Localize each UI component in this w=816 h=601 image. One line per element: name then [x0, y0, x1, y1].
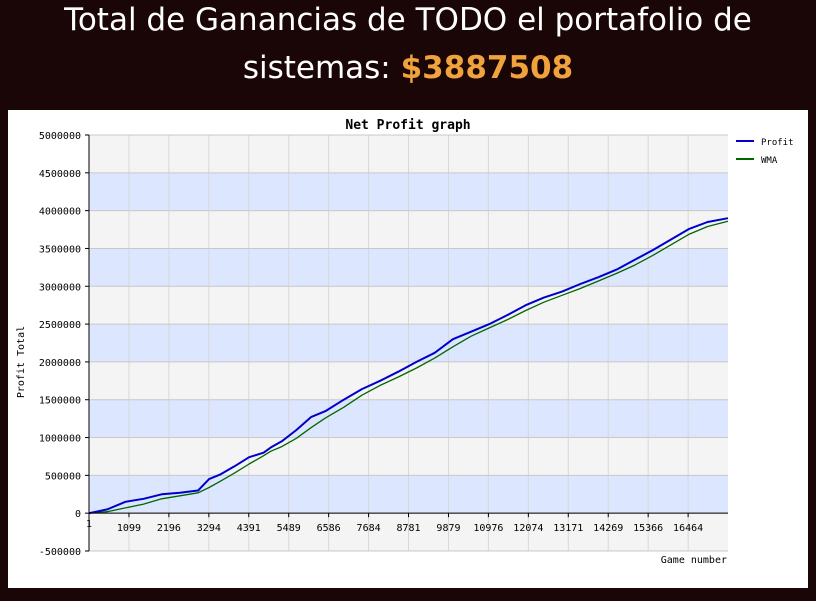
- y-tick-label: -500000: [39, 547, 81, 558]
- x-tick-label: 5489: [277, 523, 301, 534]
- series-line-profit: [88, 217, 729, 515]
- y-tick-label: 3500000: [39, 244, 81, 255]
- y-axis-label: Profit Total: [16, 326, 27, 398]
- x-tick-label: 14269: [593, 523, 623, 534]
- x-tick-label: 1099: [117, 523, 141, 534]
- total-profit-amount: $3887508: [400, 50, 574, 86]
- x-tick-label: 10976: [473, 523, 503, 534]
- x-tick-label: 8781: [396, 523, 420, 534]
- y-tick-label: 4000000: [39, 207, 81, 218]
- x-tick-label: 1: [86, 519, 92, 530]
- chart-legend: Profit WMA: [736, 138, 794, 166]
- y-tick-label: 1000000: [39, 434, 81, 445]
- title-line-2: sistemas: $3887508: [0, 45, 816, 91]
- page-header: Total de Ganancias de TODO el portafolio…: [0, 0, 816, 108]
- x-tick-label: 16464: [673, 523, 703, 534]
- y-tick-label: 2000000: [39, 358, 81, 369]
- chart-panel: 5000000 4500000 4000000 3500000 3000000 25000…: [8, 110, 808, 588]
- series-line-wma: [88, 220, 729, 514]
- x-tick-label: 3294: [197, 523, 221, 534]
- y-tick-label: 5000000: [39, 131, 81, 142]
- legend-label-wma: WMA: [761, 156, 778, 166]
- y-tick-label: 0: [75, 509, 81, 520]
- x-tick-label: 6586: [317, 523, 341, 534]
- y-tick-label: 1500000: [39, 396, 81, 407]
- y-tick-label: 4500000: [39, 169, 81, 180]
- y-tick-label: 3000000: [39, 282, 81, 293]
- y-tick-label: 500000: [45, 471, 81, 482]
- x-axis-label: Game number: [661, 555, 727, 566]
- x-tick-label: 13171: [553, 523, 583, 534]
- y-tick-label: 2500000: [39, 320, 81, 331]
- x-tick-label: 4391: [237, 523, 261, 534]
- x-tick-label: 7684: [357, 523, 381, 534]
- net-profit-chart: 5000000450000040000003500000300000025000…: [16, 118, 794, 566]
- x-tick-label: 2196: [157, 523, 181, 534]
- x-tick-label: 15366: [633, 523, 663, 534]
- x-tick-label: 9879: [436, 523, 460, 534]
- chart-title: Net Profit graph: [345, 118, 470, 133]
- title-line-2-prefix: sistemas:: [242, 50, 401, 86]
- x-tick-label: 12074: [513, 523, 543, 534]
- title-line-1: Total de Ganancias de TODO el portafolio…: [64, 2, 752, 38]
- legend-label-profit: Profit: [761, 138, 794, 148]
